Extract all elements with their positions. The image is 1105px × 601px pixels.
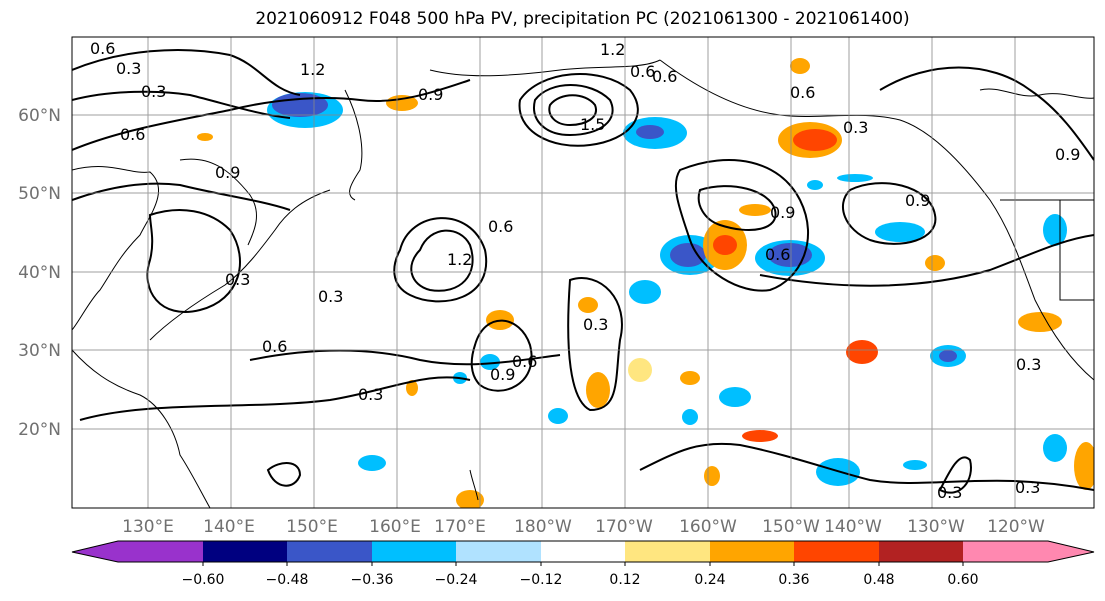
contour-label: 0.3 [937,483,962,502]
colorbar-segment [372,541,456,562]
colorbar-segment [72,541,203,562]
colorbar-segment [203,541,287,562]
contour-label: 0.9 [215,163,240,182]
contour-label: 0.6 [120,125,145,144]
colorbar-segment [541,541,625,562]
pv-contours [72,49,1094,494]
lat-label-40n: 40°N [18,263,61,283]
colorbar-tick-label: 0.12 [609,572,640,588]
contour-label: 0.6 [90,39,115,58]
colorbar-segment [456,541,541,562]
contour-label: 0.3 [318,287,343,306]
lon-label-170w: 170°W [595,517,653,537]
contour-label: 0.3 [225,270,250,289]
lon-label-150w: 150°W [762,517,820,537]
contour-label: 0.9 [1055,145,1080,164]
contour-label: 0.3 [583,315,608,334]
contour-label: 0.3 [1016,355,1041,374]
colorbar-tick-label: 0.36 [778,572,809,588]
colorbar-tick-label: −0.24 [435,572,478,588]
map-title: 2021060912 F048 500 hPa PV, precipitatio… [255,9,910,29]
colorbar-segment [879,541,963,562]
contour-label: 0.9 [418,85,443,104]
lat-label-60n: 60°N [18,106,61,126]
lat-label-30n: 30°N [18,341,61,361]
colorbar-segment [287,541,372,562]
colorbar-segment [625,541,710,562]
contour-label: 0.6 [488,217,513,236]
contour-label: 0.6 [630,62,655,81]
graticule [72,37,1094,508]
contour-label: 0.6 [652,67,677,86]
contour-label: 0.9 [905,191,930,210]
lon-label-130w: 130°W [907,517,965,537]
contour-label: 1.2 [447,250,472,269]
colorbar-tick-label: 0.60 [947,572,978,588]
colorbar-tick-label: 0.48 [863,572,894,588]
contour-label: 0.9 [490,365,515,384]
lon-label-120w: 120°W [987,517,1045,537]
colorbar-tick-label: −0.60 [182,572,225,588]
contour-label: 0.3 [1015,478,1040,497]
map-frame [71,36,1095,509]
colorbar: −0.60 −0.48 −0.36 −0.24 −0.12 0.12 0.24 … [71,540,1095,588]
lon-label-140w: 140°W [824,517,882,537]
lat-label-20n: 20°N [18,420,61,440]
contour-label: 0.6 [790,83,815,102]
colorbar-tick-label: −0.36 [351,572,394,588]
latitude-labels: 60°N 50°N 40°N 30°N 20°N [18,106,61,440]
contour-label: 0.3 [843,118,868,137]
colorbar-tick-label: 0.24 [694,572,725,588]
contour-label: 0.3 [116,59,141,78]
contour-label: 0.3 [141,82,166,101]
lat-label-50n: 50°N [18,184,61,204]
contour-label: 0.9 [770,203,795,222]
contour-label: 0.6 [765,245,790,264]
lon-label-130e: 130°E [122,517,174,537]
longitude-labels: 130°E 140°E 150°E 160°E 170°E 180°W 170°… [122,517,1045,537]
contour-label: 0.6 [262,337,287,356]
lon-label-150e: 150°E [286,517,338,537]
contour-label: 0.3 [358,385,383,404]
lon-label-180w: 180°W [514,517,572,537]
lon-label-140e: 140°E [203,517,255,537]
colorbar-tick-label: −0.12 [520,572,563,588]
contour-label: 0.6 [512,352,537,371]
lon-label-160e: 160°E [369,517,421,537]
contour-label: 1.2 [300,60,325,79]
colorbar-segment [794,541,879,562]
contour-labels: 0.6 0.3 0.3 1.2 1.2 1.2 0.6 0.9 1.5 0.6 … [90,39,1080,502]
lon-label-160w: 160°W [679,517,737,537]
contour-label: 1.5 [580,115,605,134]
colorbar-segment [710,541,794,562]
colorbar-segment [963,541,1094,562]
contour-label: 1.2 [600,40,625,59]
colorbar-tick-label: −0.48 [266,572,309,588]
lon-label-170e: 170°E [434,517,486,537]
